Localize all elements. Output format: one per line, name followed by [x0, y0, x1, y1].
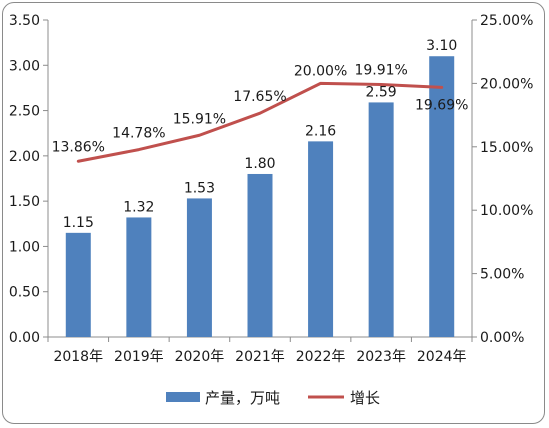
bar-value-label: 1.80: [244, 156, 275, 172]
bar: [368, 102, 394, 337]
chart-frame: [2, 2, 545, 424]
legend-line-label: 增长: [350, 389, 380, 407]
bars-group: [65, 56, 455, 337]
axes-group: 0.00 0.50 1.00 1.50 2.00 2.50 3.00 3.50 0.00% 5.0…: [9, 13, 534, 365]
growth-value-label: 15.91%: [173, 111, 226, 127]
legend-bar-swatch: [166, 392, 200, 402]
growth-value-label: 17.65%: [233, 89, 286, 105]
left-tick-label: 1.00: [9, 239, 40, 255]
right-tick-label: 5.00%: [480, 267, 524, 283]
x-tick-label: 2020年: [175, 349, 225, 365]
right-tick-label: 10.00%: [480, 203, 533, 219]
x-tick-label: 2018年: [53, 349, 103, 365]
bar-value-label: 3.10: [426, 38, 457, 54]
left-tick-label: 3.50: [9, 13, 40, 29]
bar: [308, 141, 334, 337]
left-tick-label: 3.00: [9, 58, 40, 74]
growth-line: [76, 81, 444, 163]
bar-value-label: 2.59: [366, 84, 397, 100]
growth-value-label: 19.69%: [415, 97, 468, 113]
right-tick-label: 0.00%: [480, 330, 524, 346]
left-tick-label: 0.00: [9, 330, 40, 346]
bar-value-label: 1.32: [123, 199, 154, 215]
x-tick-label: 2021年: [235, 349, 285, 365]
data-labels-group: 1.15 1.32 1.53 1.80 2.16 2.59 3.10 13.86% 14.78%…: [52, 38, 469, 231]
x-tick-label: 2023年: [356, 349, 406, 365]
bar-value-label: 1.53: [184, 180, 215, 196]
bar-value-label: 2.16: [305, 123, 336, 139]
left-tick-label: 2.50: [9, 104, 40, 120]
right-tick-label: 25.00%: [480, 13, 533, 29]
growth-value-label: 20.00%: [294, 63, 347, 79]
x-tick-label: 2024年: [417, 349, 467, 365]
x-tick-label: 2019年: [114, 349, 164, 365]
growth-value-label: 13.86%: [52, 139, 105, 155]
left-tick-label: 1.50: [9, 194, 40, 210]
bar: [65, 232, 91, 337]
line-group: [76, 81, 444, 163]
left-tick-label: 2.00: [9, 149, 40, 165]
bar-value-label: 1.15: [63, 215, 94, 231]
right-tick-label: 15.00%: [480, 140, 533, 156]
bar: [247, 173, 273, 337]
growth-value-label: 19.91%: [354, 63, 407, 79]
right-tick-label: 20.00%: [480, 76, 533, 92]
legend: 产量，万吨 增长: [166, 389, 380, 407]
bar: [429, 56, 455, 337]
x-tick-label: 2022年: [296, 349, 346, 365]
bar: [126, 217, 152, 337]
left-tick-label: 0.50: [9, 285, 40, 301]
bar: [186, 198, 212, 337]
legend-bar-label: 产量，万吨: [205, 389, 280, 407]
growth-value-label: 14.78%: [112, 126, 165, 142]
